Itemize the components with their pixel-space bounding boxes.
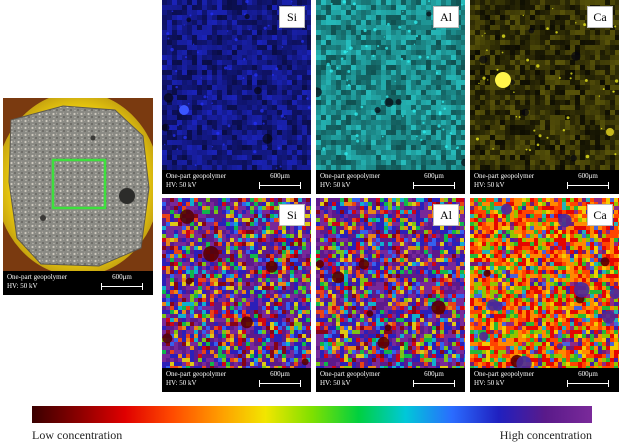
concentration-colorbar bbox=[32, 406, 592, 423]
intensity-ca-caption-line1: One-part geopolymer bbox=[474, 172, 535, 180]
concentration-ca-caption-line1: One-part geopolymer bbox=[474, 370, 535, 378]
sample-scale-label: 600μm bbox=[112, 273, 132, 281]
concentration-ca-info-bar: One-part geopolymer HV: 50 kV 600μm bbox=[470, 368, 619, 392]
concentration-label-si: Si bbox=[279, 204, 305, 226]
concentration-ca-caption-line2: HV: 50 kV bbox=[474, 379, 505, 387]
intensity-ca-info-bar: One-part geopolymer HV: 50 kV 600μm bbox=[470, 170, 619, 194]
concentration-ca-scale-bar: 600μm bbox=[565, 370, 611, 390]
concentration-label-ca: Ca bbox=[587, 204, 613, 226]
intensity-si-scale-bar: 600μm bbox=[257, 172, 303, 192]
intensity-si-caption-line1: One-part geopolymer bbox=[166, 172, 227, 180]
concentration-map-al: Al One-part geopolymer HV: 50 kV 600μm bbox=[316, 198, 465, 392]
colorbar-low-label: Low concentration bbox=[32, 428, 123, 442]
concentration-si-caption-line1: One-part geopolymer bbox=[166, 370, 227, 378]
intensity-ca-scale-bar: 600μm bbox=[565, 172, 611, 192]
concentration-map-si: Si One-part geopolymer HV: 50 kV 600μm bbox=[162, 198, 311, 392]
intensity-al-scale-label: 600μm bbox=[424, 172, 444, 180]
concentration-map-ca-image bbox=[470, 198, 619, 368]
sample-scale-bar: 600μm bbox=[99, 273, 145, 293]
concentration-al-caption-line1: One-part geopolymer bbox=[320, 370, 381, 378]
sample-caption-line2: HV: 50 kV bbox=[7, 282, 38, 290]
concentration-map-ca: Ca One-part geopolymer HV: 50 kV 600μm bbox=[470, 198, 619, 392]
concentration-si-scale-label: 600μm bbox=[270, 370, 290, 378]
colorbar-high-label: High concentration bbox=[499, 428, 592, 442]
concentration-al-scale-label: 600μm bbox=[424, 370, 444, 378]
element-label-ca: Ca bbox=[587, 6, 613, 28]
intensity-al-scale-bar: 600μm bbox=[411, 172, 457, 192]
intensity-map-al: Al One-part geopolymer HV: 50 kV 600μm bbox=[316, 0, 465, 194]
intensity-al-caption-line1: One-part geopolymer bbox=[320, 172, 381, 180]
concentration-map-al-image bbox=[316, 198, 465, 368]
concentration-label-al: Al bbox=[433, 204, 459, 226]
intensity-si-scale-label: 600μm bbox=[270, 172, 290, 180]
sample-photo-panel: One-part geopolymer HV: 50 kV 600μm bbox=[3, 98, 153, 295]
sample-photo bbox=[3, 98, 153, 271]
intensity-map-si-image bbox=[162, 0, 311, 170]
intensity-map-ca: Ca One-part geopolymer HV: 50 kV 600μm bbox=[470, 0, 619, 194]
intensity-al-info-bar: One-part geopolymer HV: 50 kV 600μm bbox=[316, 170, 465, 194]
element-label-al: Al bbox=[433, 6, 459, 28]
intensity-map-ca-image bbox=[470, 0, 619, 170]
concentration-al-caption-line2: HV: 50 kV bbox=[320, 379, 351, 387]
concentration-al-info-bar: One-part geopolymer HV: 50 kV 600μm bbox=[316, 368, 465, 392]
concentration-ca-scale-label: 600μm bbox=[578, 370, 598, 378]
concentration-si-scale-bar: 600μm bbox=[257, 370, 303, 390]
intensity-map-al-image bbox=[316, 0, 465, 170]
intensity-si-caption-line2: HV: 50 kV bbox=[166, 181, 197, 189]
intensity-al-caption-line2: HV: 50 kV bbox=[320, 181, 351, 189]
element-label-si: Si bbox=[279, 6, 305, 28]
sample-photo-info-bar: One-part geopolymer HV: 50 kV 600μm bbox=[3, 271, 153, 295]
concentration-al-scale-bar: 600μm bbox=[411, 370, 457, 390]
intensity-map-si: Si One-part geopolymer HV: 50 kV 600μm bbox=[162, 0, 311, 194]
intensity-ca-caption-line2: HV: 50 kV bbox=[474, 181, 505, 189]
concentration-si-info-bar: One-part geopolymer HV: 50 kV 600μm bbox=[162, 368, 311, 392]
intensity-ca-scale-label: 600μm bbox=[578, 172, 598, 180]
concentration-map-si-image bbox=[162, 198, 311, 368]
intensity-si-info-bar: One-part geopolymer HV: 50 kV 600μm bbox=[162, 170, 311, 194]
sample-region-box bbox=[51, 158, 107, 210]
concentration-si-caption-line2: HV: 50 kV bbox=[166, 379, 197, 387]
sample-caption-line1: One-part geopolymer bbox=[7, 273, 68, 281]
